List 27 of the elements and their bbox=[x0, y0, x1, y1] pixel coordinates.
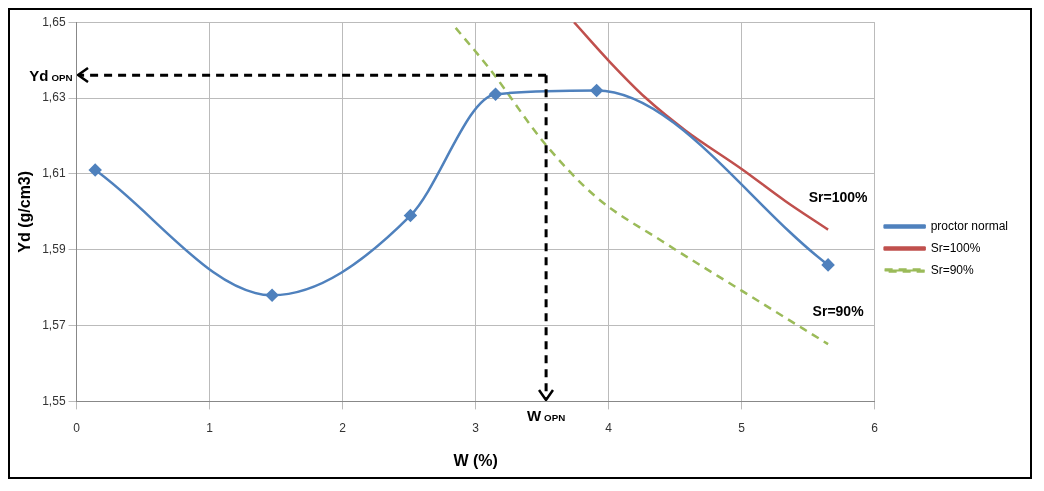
x-tick-label: 0 bbox=[73, 420, 81, 435]
y-tick-label: 1,65 bbox=[42, 14, 66, 29]
point bbox=[88, 163, 102, 177]
x-tick-label: 6 bbox=[871, 420, 879, 435]
annotation: Sr=90% bbox=[812, 303, 865, 320]
y-tick-label: 1,55 bbox=[42, 393, 66, 408]
y-tick-label: 1,63 bbox=[42, 90, 66, 105]
point bbox=[265, 288, 279, 302]
legend-label: Sr=90% bbox=[930, 262, 974, 277]
annotation: Sr=100% bbox=[808, 188, 869, 205]
x-tick-label: 4 bbox=[605, 420, 613, 435]
point bbox=[489, 88, 502, 101]
point bbox=[821, 258, 835, 272]
ref-line-label: WOPN bbox=[526, 407, 566, 425]
point bbox=[404, 209, 417, 222]
y-tick-label: 1,61 bbox=[42, 166, 66, 181]
x-tick-label: 2 bbox=[339, 420, 347, 435]
point bbox=[590, 84, 603, 97]
legend-label: Sr=100% bbox=[930, 240, 981, 255]
x-tick-label: 1 bbox=[206, 420, 214, 435]
x-axis-title: W (%) bbox=[453, 451, 498, 469]
y-tick-label: 1,57 bbox=[42, 317, 66, 332]
x-tick-label: 3 bbox=[472, 420, 480, 435]
legend-label: proctor normal bbox=[930, 218, 1009, 233]
x-tick-label: 5 bbox=[738, 420, 746, 435]
y-axis-title: Yd (g/cm3) bbox=[16, 170, 34, 253]
y-tick-label: 1,59 bbox=[42, 242, 66, 257]
